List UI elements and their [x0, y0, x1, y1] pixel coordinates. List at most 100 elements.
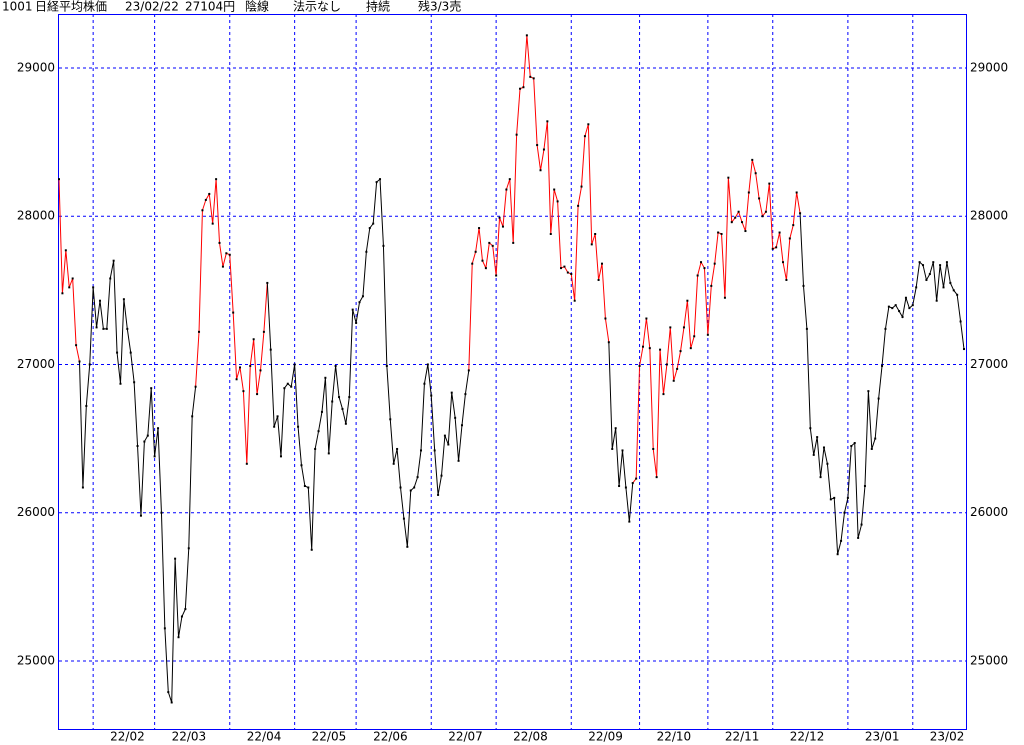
data-point	[389, 418, 392, 421]
x-tick-label: 22/07	[448, 730, 483, 744]
data-point	[420, 449, 422, 452]
data-point	[92, 286, 95, 289]
y-tick-label: 25000	[17, 653, 55, 667]
data-point	[840, 539, 843, 542]
data-point	[242, 390, 245, 393]
data-point	[58, 178, 60, 181]
data-point	[266, 281, 269, 284]
data-point	[826, 462, 829, 465]
data-point	[556, 200, 559, 203]
data-point	[426, 363, 429, 366]
data-point	[891, 307, 894, 310]
data-point	[758, 197, 761, 200]
data-point	[399, 486, 402, 489]
y-tick-label-right: 27000	[970, 357, 1008, 371]
data-point	[549, 233, 552, 235]
data-point	[126, 327, 129, 330]
data-point	[539, 169, 542, 172]
data-point	[648, 347, 651, 350]
data-point	[471, 262, 474, 265]
data-point	[764, 210, 767, 213]
data-point	[105, 327, 108, 330]
data-point	[177, 636, 180, 639]
data-point	[601, 262, 603, 265]
data-point	[911, 304, 914, 307]
data-point	[146, 434, 149, 437]
data-point	[355, 321, 358, 324]
data-point	[723, 296, 726, 299]
data-point	[799, 212, 802, 215]
data-point	[430, 394, 433, 397]
data-point	[365, 250, 368, 253]
data-point	[887, 305, 890, 308]
data-point	[474, 250, 477, 253]
title-part: 持続	[366, 0, 390, 14]
data-point	[956, 293, 959, 296]
data-point	[628, 520, 631, 523]
data-point	[884, 327, 887, 330]
data-point	[618, 485, 621, 488]
data-point	[88, 363, 91, 366]
data-point	[611, 447, 614, 450]
data-point	[932, 261, 935, 264]
data-point	[351, 308, 354, 311]
data-point	[239, 366, 241, 369]
data-point	[174, 557, 177, 560]
data-point	[228, 253, 231, 256]
data-point	[218, 241, 221, 244]
data-point	[809, 427, 812, 430]
data-point	[61, 292, 64, 295]
data-point	[577, 204, 580, 207]
data-point	[392, 462, 395, 465]
x-tick-label: 22/05	[312, 730, 347, 744]
data-point	[78, 360, 81, 363]
data-point	[665, 363, 668, 366]
data-point	[71, 277, 74, 280]
data-point	[754, 172, 757, 175]
data-point	[488, 241, 491, 244]
data-point	[122, 298, 125, 301]
data-point	[682, 326, 685, 329]
data-point	[382, 244, 385, 247]
data-point	[259, 369, 262, 372]
line-run	[632, 159, 801, 484]
data-point	[829, 498, 832, 501]
data-point	[245, 462, 248, 465]
data-point	[590, 243, 593, 246]
data-point	[843, 511, 846, 514]
data-point	[481, 259, 484, 262]
data-point	[68, 286, 71, 289]
data-point	[491, 244, 494, 247]
data-point	[621, 449, 624, 452]
data-point	[279, 455, 282, 458]
data-point	[860, 523, 863, 526]
data-point	[413, 486, 416, 489]
data-point	[437, 493, 440, 496]
data-point	[338, 396, 341, 399]
data-point	[98, 299, 101, 302]
data-point	[771, 247, 774, 250]
title-part: 陰線	[245, 0, 269, 14]
data-point	[433, 449, 436, 452]
title-part: 法示なし	[293, 0, 341, 14]
data-point	[450, 391, 453, 394]
data-point	[180, 615, 183, 618]
data-point	[918, 261, 921, 264]
data-point	[775, 246, 778, 249]
data-point	[81, 486, 84, 489]
data-point	[64, 249, 67, 252]
data-point	[652, 447, 655, 450]
data-point	[744, 230, 747, 233]
x-tick-label: 22/10	[657, 730, 692, 744]
data-point	[150, 387, 153, 390]
data-point	[785, 278, 788, 281]
y-tick-label-right: 28000	[970, 209, 1008, 223]
data-point	[850, 444, 853, 447]
data-point	[116, 351, 119, 354]
data-point	[262, 330, 265, 333]
data-point	[423, 382, 426, 385]
data-point	[443, 434, 446, 437]
data-point	[191, 415, 194, 418]
data-point	[894, 304, 897, 307]
